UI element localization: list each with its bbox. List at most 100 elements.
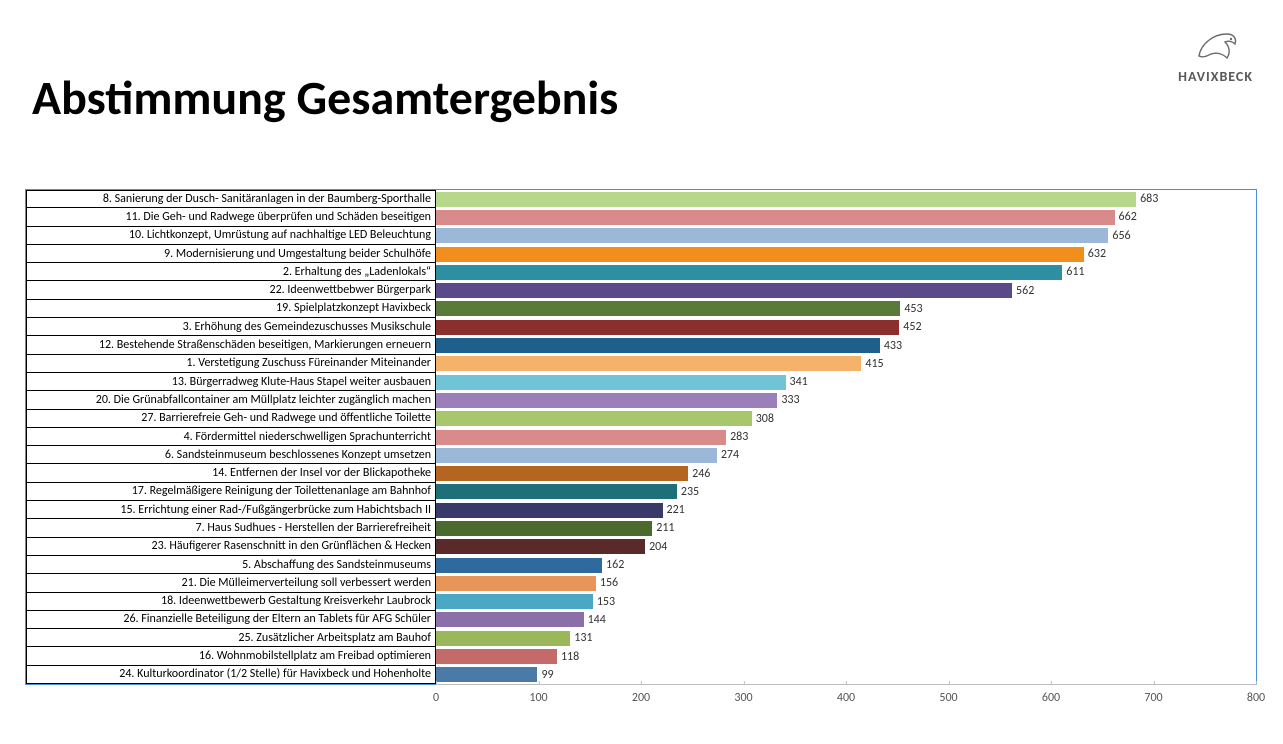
bar-track: 433 bbox=[436, 336, 1256, 354]
bar bbox=[436, 228, 1108, 243]
bar-label: 22. Ideenwettbebwer Bürgerpark bbox=[26, 281, 436, 299]
bar-value: 246 bbox=[692, 467, 710, 481]
x-tick: 100 bbox=[529, 685, 547, 705]
bar bbox=[436, 247, 1084, 262]
bar bbox=[436, 411, 752, 426]
havixbeck-logo: HAVIXBECK bbox=[1178, 26, 1253, 85]
bar-label: 26. Finanzielle Beteiligung der Eltern a… bbox=[26, 611, 436, 629]
bar bbox=[436, 649, 557, 664]
chart-row: 12. Bestehende Straßenschäden beseitigen… bbox=[26, 336, 1256, 354]
bar bbox=[436, 631, 570, 646]
x-tick: 400 bbox=[837, 685, 855, 705]
bar-track: 131 bbox=[436, 629, 1256, 647]
bar-label: 20. Die Grünabfallcontainer am Müllplatz… bbox=[26, 391, 436, 409]
chart-row: 18. Ideenwettbewerb Gestaltung Kreisverk… bbox=[26, 593, 1256, 611]
bar-label: 17. Regelmäßigere Reinigung der Toilette… bbox=[26, 483, 436, 501]
bar bbox=[436, 375, 786, 390]
chart-row: 21. Die Mülleimerverteilung soll verbess… bbox=[26, 574, 1256, 592]
chart-row: 19. Spielplatzkonzept Havixbeck453 bbox=[26, 300, 1256, 318]
x-tick: 500 bbox=[939, 685, 957, 705]
bar-value: 162 bbox=[606, 558, 624, 572]
bar-value: 118 bbox=[561, 650, 579, 664]
chart-row: 26. Finanzielle Beteiligung der Eltern a… bbox=[26, 611, 1256, 629]
bar bbox=[436, 667, 537, 682]
bar bbox=[436, 539, 645, 554]
page-title: Abstimmung Gesamtergebnis bbox=[32, 68, 618, 127]
bar-track: 156 bbox=[436, 574, 1256, 592]
bar bbox=[436, 594, 593, 609]
bar-label: 5. Abschaffung des Sandsteinmuseums bbox=[26, 556, 436, 574]
bar bbox=[436, 320, 899, 335]
bar bbox=[436, 612, 584, 627]
x-tick: 300 bbox=[734, 685, 752, 705]
x-axis: 0100200300400500600700800 bbox=[436, 684, 1256, 708]
chart-row: 3. Erhöhung des Gemeindezuschusses Musik… bbox=[26, 318, 1256, 336]
bar-label: 19. Spielplatzkonzept Havixbeck bbox=[26, 300, 436, 318]
bar bbox=[436, 484, 677, 499]
bar-chart: 8. Sanierung der Dusch- Sanitäranlagen i… bbox=[26, 190, 1256, 708]
bar-value: 611 bbox=[1066, 265, 1084, 279]
bar-value: 452 bbox=[903, 320, 921, 334]
bar-track: 308 bbox=[436, 410, 1256, 428]
bar-label: 8. Sanierung der Dusch- Sanitäranlagen i… bbox=[26, 190, 436, 208]
chart-row: 25. Zusätzlicher Arbeitsplatz am Bauhof1… bbox=[26, 629, 1256, 647]
chart-row: 17. Regelmäßigere Reinigung der Toilette… bbox=[26, 483, 1256, 501]
bar-label: 18. Ideenwettbewerb Gestaltung Kreisverk… bbox=[26, 593, 436, 611]
bar-label: 12. Bestehende Straßenschäden beseitigen… bbox=[26, 336, 436, 354]
bar-value: 156 bbox=[600, 576, 618, 590]
bar bbox=[436, 192, 1136, 207]
logo-text: HAVIXBECK bbox=[1178, 68, 1253, 85]
bar-label: 23. Häufigerer Rasenschnitt in den Grünf… bbox=[26, 538, 436, 556]
bar-track: 221 bbox=[436, 501, 1256, 519]
chart-row: 8. Sanierung der Dusch- Sanitäranlagen i… bbox=[26, 190, 1256, 208]
bar-track: 562 bbox=[436, 281, 1256, 299]
bar-value: 153 bbox=[597, 595, 615, 609]
bar-value: 274 bbox=[721, 448, 739, 462]
bar-label: 15. Errichtung einer Rad-/Fußgängerbrück… bbox=[26, 501, 436, 519]
bar bbox=[436, 210, 1115, 225]
bar-track: 632 bbox=[436, 245, 1256, 263]
bar bbox=[436, 521, 652, 536]
x-tick: 600 bbox=[1042, 685, 1060, 705]
bar-track: 246 bbox=[436, 464, 1256, 482]
bar-label: 4. Fördermittel niederschwelligen Sprach… bbox=[26, 428, 436, 446]
bar bbox=[436, 338, 880, 353]
x-tick: 200 bbox=[632, 685, 650, 705]
bar-track: 611 bbox=[436, 263, 1256, 281]
bar-label: 14. Entfernen der Insel vor der Blickapo… bbox=[26, 464, 436, 482]
bar bbox=[436, 576, 596, 591]
chart-row: 27. Barrierefreie Geh- und Radwege und ö… bbox=[26, 410, 1256, 428]
falcon-icon bbox=[1189, 26, 1243, 66]
bar-value: 144 bbox=[588, 613, 606, 627]
bar-value: 204 bbox=[649, 540, 667, 554]
chart-row: 4. Fördermittel niederschwelligen Sprach… bbox=[26, 428, 1256, 446]
bar bbox=[436, 283, 1012, 298]
chart-row: 11. Die Geh- und Radwege überprüfen und … bbox=[26, 208, 1256, 226]
bar bbox=[436, 558, 602, 573]
chart-row: 20. Die Grünabfallcontainer am Müllplatz… bbox=[26, 391, 1256, 409]
bar-value: 333 bbox=[781, 393, 799, 407]
bar-value: 211 bbox=[656, 521, 674, 535]
bar-label: 2. Erhaltung des „Ladenlokals“ bbox=[26, 263, 436, 281]
bar-track: 656 bbox=[436, 227, 1256, 245]
bar-track: 162 bbox=[436, 556, 1256, 574]
bar-label: 7. Haus Sudhues - Herstellen der Barrier… bbox=[26, 519, 436, 537]
bar-label: 11. Die Geh- und Radwege überprüfen und … bbox=[26, 208, 436, 226]
bar-value: 632 bbox=[1088, 247, 1106, 261]
bar-track: 204 bbox=[436, 538, 1256, 556]
chart-row: 9. Modernisierung und Umgestaltung beide… bbox=[26, 245, 1256, 263]
bar bbox=[436, 466, 688, 481]
bar-value: 415 bbox=[865, 357, 883, 371]
x-tick: 0 bbox=[433, 685, 439, 705]
chart-row: 10. Lichtkonzept, Umrüstung auf nachhalt… bbox=[26, 227, 1256, 245]
bar-label: 1. Verstetigung Zuschuss Füreinander Mit… bbox=[26, 355, 436, 373]
bar bbox=[436, 393, 777, 408]
bar-value: 283 bbox=[730, 430, 748, 444]
x-tick: 800 bbox=[1247, 685, 1265, 705]
chart-row: 1. Verstetigung Zuschuss Füreinander Mit… bbox=[26, 355, 1256, 373]
bar bbox=[436, 265, 1062, 280]
bar-label: 25. Zusätzlicher Arbeitsplatz am Bauhof bbox=[26, 629, 436, 647]
bar-value: 308 bbox=[756, 412, 774, 426]
bar-value: 221 bbox=[667, 503, 685, 517]
bar-value: 433 bbox=[884, 339, 902, 353]
